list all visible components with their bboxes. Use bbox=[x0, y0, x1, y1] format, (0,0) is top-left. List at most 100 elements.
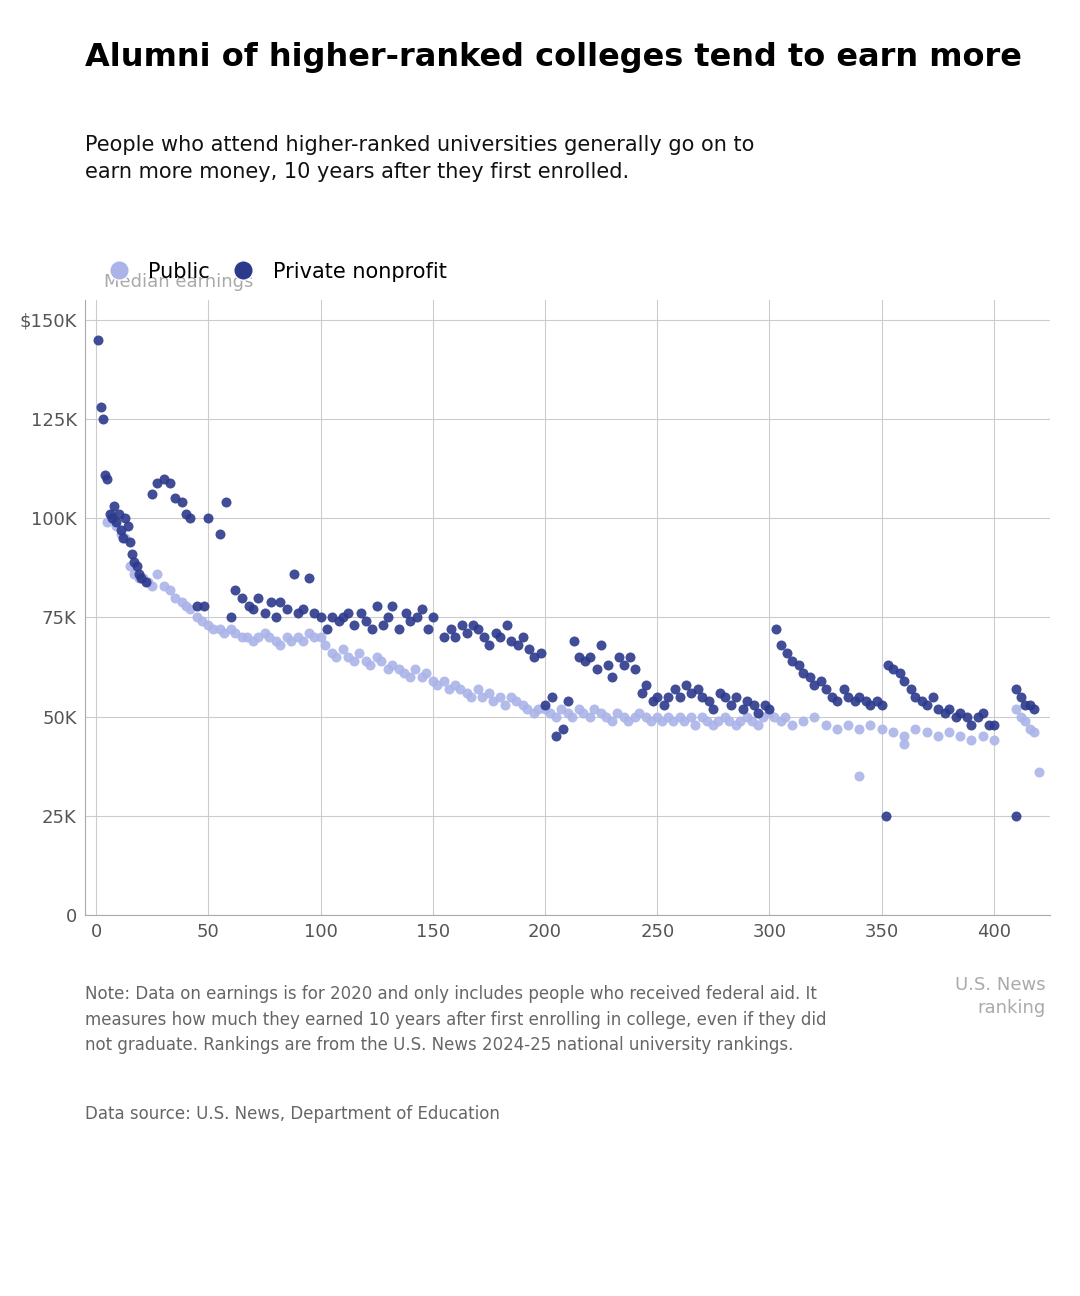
Point bbox=[397, 603, 415, 623]
Point bbox=[532, 643, 550, 664]
Point bbox=[974, 702, 991, 723]
Point bbox=[193, 610, 211, 631]
Point bbox=[656, 695, 673, 715]
Point bbox=[1030, 762, 1048, 783]
Point bbox=[537, 699, 554, 719]
Point bbox=[683, 706, 700, 727]
Point bbox=[812, 670, 829, 691]
Point bbox=[566, 631, 583, 652]
Point bbox=[454, 616, 471, 636]
Point bbox=[929, 699, 946, 719]
Point bbox=[413, 666, 430, 687]
Point bbox=[642, 710, 659, 731]
Point bbox=[222, 619, 240, 640]
Point bbox=[216, 623, 233, 644]
Point bbox=[660, 687, 677, 708]
Point bbox=[873, 718, 890, 739]
Point bbox=[862, 695, 879, 715]
Point bbox=[700, 691, 717, 712]
Point bbox=[133, 568, 150, 588]
Point bbox=[491, 687, 509, 708]
Point bbox=[339, 603, 356, 623]
Point bbox=[637, 674, 654, 695]
Point bbox=[985, 714, 1002, 735]
Point bbox=[227, 579, 244, 600]
Point bbox=[200, 616, 217, 636]
Point bbox=[633, 683, 650, 704]
Point bbox=[267, 631, 284, 652]
Point bbox=[92, 397, 109, 417]
Point bbox=[868, 691, 886, 712]
Point bbox=[828, 718, 846, 739]
Point bbox=[1012, 687, 1029, 708]
Point bbox=[510, 635, 527, 656]
Point bbox=[181, 599, 199, 619]
Point bbox=[1008, 699, 1025, 719]
Point bbox=[577, 651, 594, 671]
Point bbox=[383, 595, 401, 616]
Point bbox=[885, 722, 902, 743]
Point bbox=[189, 595, 206, 616]
Point bbox=[558, 702, 576, 723]
Point bbox=[525, 702, 542, 723]
Point bbox=[712, 683, 729, 704]
Point bbox=[335, 639, 352, 660]
Point bbox=[312, 607, 329, 627]
Point bbox=[895, 734, 913, 754]
Point bbox=[1008, 805, 1025, 826]
Point bbox=[364, 619, 381, 640]
Point bbox=[907, 687, 924, 708]
Point bbox=[649, 687, 666, 708]
Point bbox=[626, 706, 644, 727]
Point bbox=[835, 679, 852, 700]
Point bbox=[637, 706, 654, 727]
Point bbox=[671, 706, 688, 727]
Point bbox=[114, 527, 132, 548]
Point bbox=[649, 706, 666, 727]
Point bbox=[498, 616, 515, 636]
Point bbox=[373, 651, 390, 671]
Point bbox=[440, 679, 457, 700]
Point bbox=[312, 627, 329, 648]
Point bbox=[162, 579, 179, 600]
Point bbox=[447, 674, 464, 695]
Point bbox=[135, 568, 152, 588]
Point bbox=[588, 658, 605, 679]
Point bbox=[885, 658, 902, 679]
Point bbox=[895, 670, 913, 691]
Point bbox=[756, 695, 773, 715]
Point bbox=[541, 702, 558, 723]
Point bbox=[418, 662, 435, 683]
Point bbox=[402, 666, 419, 687]
Point bbox=[181, 508, 199, 529]
Point bbox=[162, 472, 179, 492]
Point bbox=[727, 714, 744, 735]
Text: Alumni of higher-ranked colleges tend to earn more: Alumni of higher-ranked colleges tend to… bbox=[85, 41, 1022, 73]
Point bbox=[362, 654, 379, 675]
Point bbox=[306, 627, 323, 648]
Point bbox=[727, 687, 744, 708]
Point bbox=[447, 627, 464, 648]
Point bbox=[279, 627, 296, 648]
Point bbox=[745, 695, 762, 715]
Point bbox=[839, 714, 856, 735]
Point bbox=[408, 607, 426, 627]
Point bbox=[177, 504, 194, 525]
Point bbox=[693, 687, 711, 708]
Point bbox=[189, 607, 206, 627]
Point bbox=[1008, 679, 1025, 700]
Point bbox=[294, 599, 311, 619]
Point bbox=[144, 483, 161, 504]
Point bbox=[339, 647, 356, 667]
Point bbox=[144, 575, 161, 596]
Point bbox=[402, 610, 419, 631]
Point bbox=[487, 623, 504, 644]
Point bbox=[316, 635, 334, 656]
Point bbox=[671, 687, 688, 708]
Point bbox=[514, 695, 531, 715]
Point bbox=[593, 635, 610, 656]
Point bbox=[570, 699, 588, 719]
Point bbox=[585, 699, 603, 719]
Point bbox=[166, 587, 184, 608]
Point bbox=[783, 714, 800, 735]
